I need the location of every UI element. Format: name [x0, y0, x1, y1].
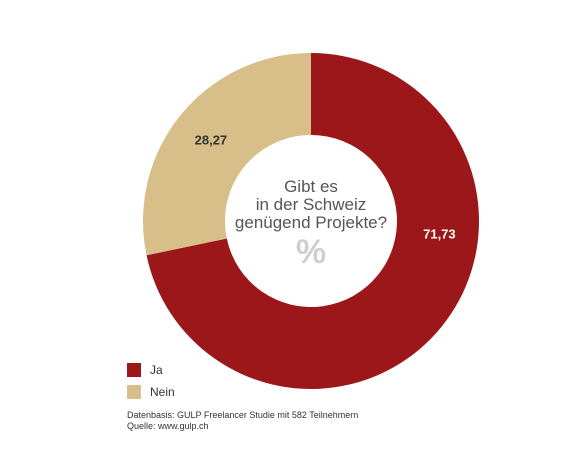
slice-labels-group: 71,73 28,27: [195, 133, 456, 242]
center-text-line-1: Gibt es: [284, 177, 338, 196]
legend-swatch-ja: [127, 363, 141, 377]
legend-label-nein: Nein: [150, 385, 175, 399]
slice-ja: [146, 53, 479, 389]
slices-group: [143, 53, 479, 389]
legend: Ja Nein: [127, 362, 175, 406]
slice-nein: [143, 53, 311, 256]
slice-label-ja: 71,73: [423, 226, 456, 241]
footnote-source: Quelle: www.gulp.ch: [127, 421, 209, 431]
legend-label-ja: Ja: [150, 363, 163, 377]
footnote: Datenbasis: GULP Freelancer Studie mit 5…: [127, 410, 358, 432]
legend-swatch-nein: [127, 385, 141, 399]
center-percent-sign: %: [296, 233, 326, 271]
center-text-line-2: in der Schweiz: [256, 195, 367, 214]
center-text: Gibt es in der Schweiz genügend Projekte…: [235, 177, 387, 271]
center-text-line-3: genügend Projekte?: [235, 213, 387, 232]
legend-item-nein: Nein: [127, 384, 175, 400]
legend-item-ja: Ja: [127, 362, 175, 378]
footnote-data-basis: Datenbasis: GULP Freelancer Studie mit 5…: [127, 410, 359, 420]
slice-label-nein: 28,27: [195, 133, 228, 148]
